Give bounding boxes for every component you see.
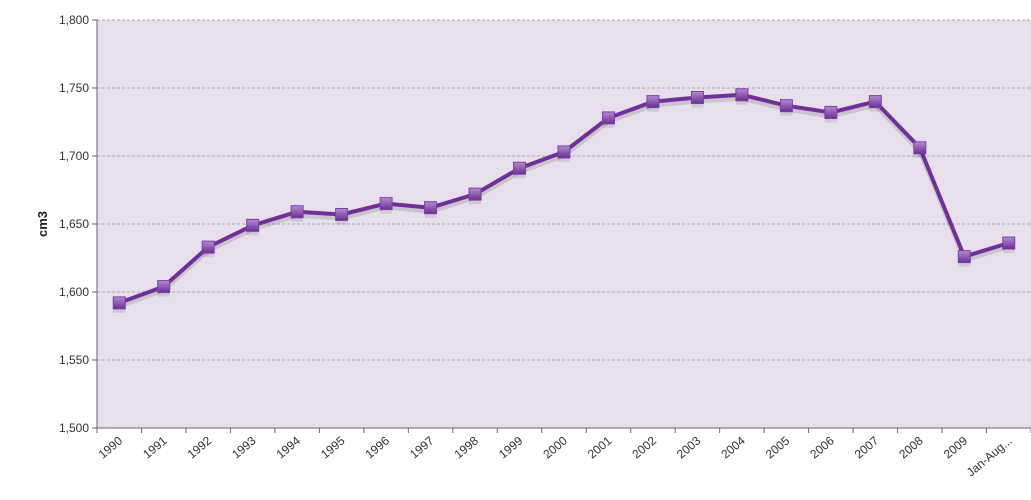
data-series — [112, 88, 1016, 313]
y-tick-label: 1,550 — [59, 353, 89, 367]
data-point — [557, 145, 571, 159]
x-tick-label: 2003 — [674, 433, 704, 461]
data-point — [779, 99, 793, 113]
data-point — [646, 95, 660, 109]
y-axis-label: cm3 — [35, 211, 50, 237]
data-point — [601, 111, 615, 125]
data-point — [824, 105, 838, 119]
x-tick-label: 1994 — [274, 433, 304, 461]
data-point — [201, 240, 215, 254]
data-point — [957, 250, 971, 264]
data-point — [112, 296, 126, 310]
data-point — [379, 197, 393, 211]
x-tick-label: 2002 — [629, 433, 659, 461]
data-point — [157, 280, 171, 294]
x-tick-label: 1992 — [185, 433, 215, 461]
data-point — [690, 91, 704, 105]
y-tick-label: 1,700 — [59, 149, 89, 163]
data-point — [735, 88, 749, 102]
y-tick-labels: 1,500 1,550 1,600 1,650 1,700 1,750 1,800 — [59, 13, 89, 435]
x-tick-label: 2006 — [807, 433, 837, 461]
axes — [92, 19, 1031, 433]
data-point — [335, 207, 349, 221]
x-tick-label: 1997 — [407, 433, 437, 461]
data-point — [913, 141, 927, 155]
data-point — [513, 161, 527, 175]
x-tick-label: 2005 — [763, 433, 793, 461]
x-tick-label: 2000 — [540, 433, 570, 461]
x-tick-label: 2004 — [718, 433, 748, 461]
x-tick-label: 1993 — [229, 433, 259, 461]
x-tick-label: 2001 — [585, 433, 615, 461]
data-point — [1002, 236, 1016, 250]
x-tick-label: 1998 — [452, 433, 482, 461]
data-point — [246, 218, 260, 232]
x-tick-label: 1991 — [140, 433, 170, 461]
x-tick-label: 2009 — [941, 433, 971, 461]
x-tick-label: Jan-Aug... — [964, 434, 1015, 480]
y-tick-label: 1,500 — [59, 421, 89, 435]
x-tick-label: 1996 — [363, 433, 393, 461]
data-point — [468, 187, 482, 201]
x-tick-labels: 1990 1991 1992 1993 1994 1995 1996 1997 1998 1999… — [96, 433, 1015, 479]
data-point — [424, 201, 438, 215]
x-tick-label: 1990 — [96, 433, 126, 461]
data-point — [290, 205, 304, 219]
y-tick-label: 1,800 — [59, 13, 89, 27]
y-tick-label: 1,750 — [59, 81, 89, 95]
x-tick-label: 2007 — [852, 433, 882, 461]
x-tick-label: 1999 — [496, 433, 526, 461]
x-tick-label: 1995 — [318, 433, 348, 461]
data-point — [868, 95, 882, 109]
y-tick-label: 1,650 — [59, 217, 89, 231]
y-tick-label: 1,600 — [59, 285, 89, 299]
x-tick-label: 2008 — [896, 433, 926, 461]
